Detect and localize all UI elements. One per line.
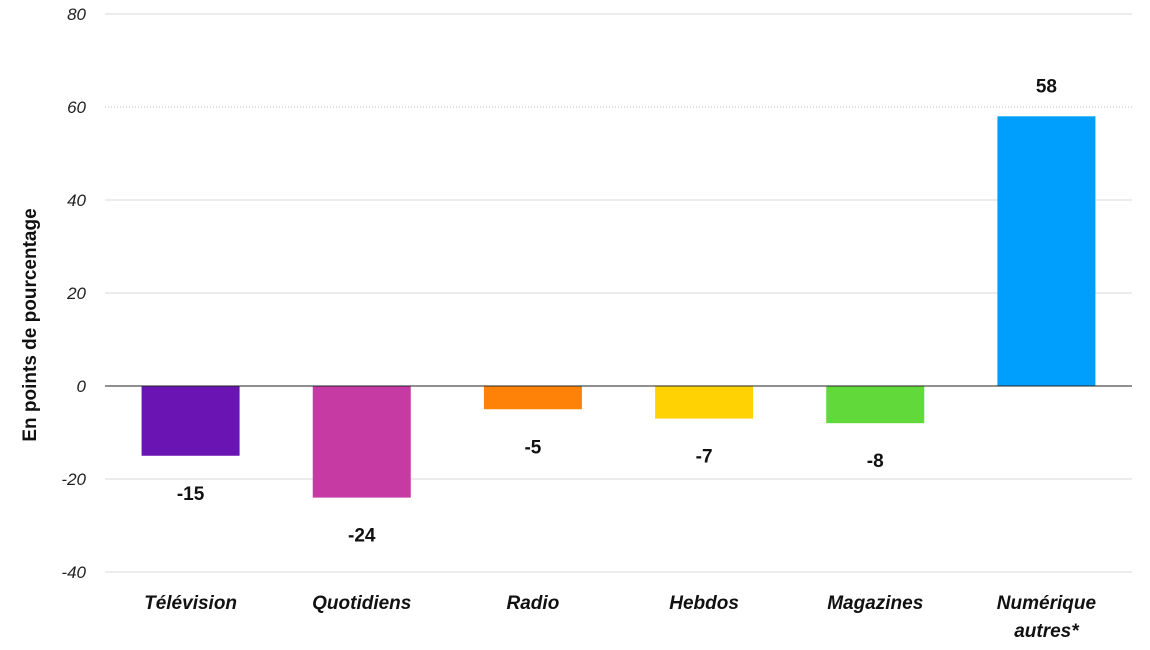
data-label: -8 — [867, 451, 884, 472]
y-tick-label: 20 — [66, 284, 86, 303]
x-tick-label: Quotidiens — [312, 593, 411, 614]
data-label: -15 — [177, 484, 205, 505]
data-label: -5 — [524, 437, 541, 458]
x-tick-label: Numérique — [997, 593, 1097, 614]
x-tick-label: Hebdos — [669, 593, 739, 614]
x-tick-label: Télévision — [144, 593, 237, 614]
category-labels: Télévision Quotidiens Radio Hebdos Magazines… — [144, 593, 1096, 642]
x-tick-label: autres* — [1014, 621, 1080, 642]
y-axis-ticks: 80 60 40 20 0 -20 -40 — [61, 5, 86, 582]
y-tick-label: 80 — [67, 5, 86, 24]
y-tick-label: -40 — [61, 563, 86, 582]
bar — [483, 386, 582, 410]
bar — [826, 386, 925, 424]
y-tick-label: -20 — [61, 470, 86, 489]
bar — [141, 386, 240, 456]
gridlines — [105, 13, 1132, 573]
x-tick-label: Radio — [507, 593, 560, 614]
bar — [655, 386, 754, 419]
y-tick-label: 0 — [77, 377, 87, 396]
y-tick-label: 60 — [67, 98, 86, 117]
bars — [141, 116, 1096, 498]
data-label: -7 — [696, 447, 713, 468]
y-axis-label: En points de pourcentage — [20, 208, 41, 441]
x-tick-label: Magazines — [827, 593, 923, 614]
data-label: -24 — [348, 526, 376, 547]
bar — [997, 116, 1096, 387]
bar — [312, 386, 411, 498]
data-labels: -15 -24 -5 -7 -8 58 — [177, 76, 1057, 546]
data-label: 58 — [1036, 76, 1057, 97]
y-tick-label: 40 — [67, 191, 86, 210]
